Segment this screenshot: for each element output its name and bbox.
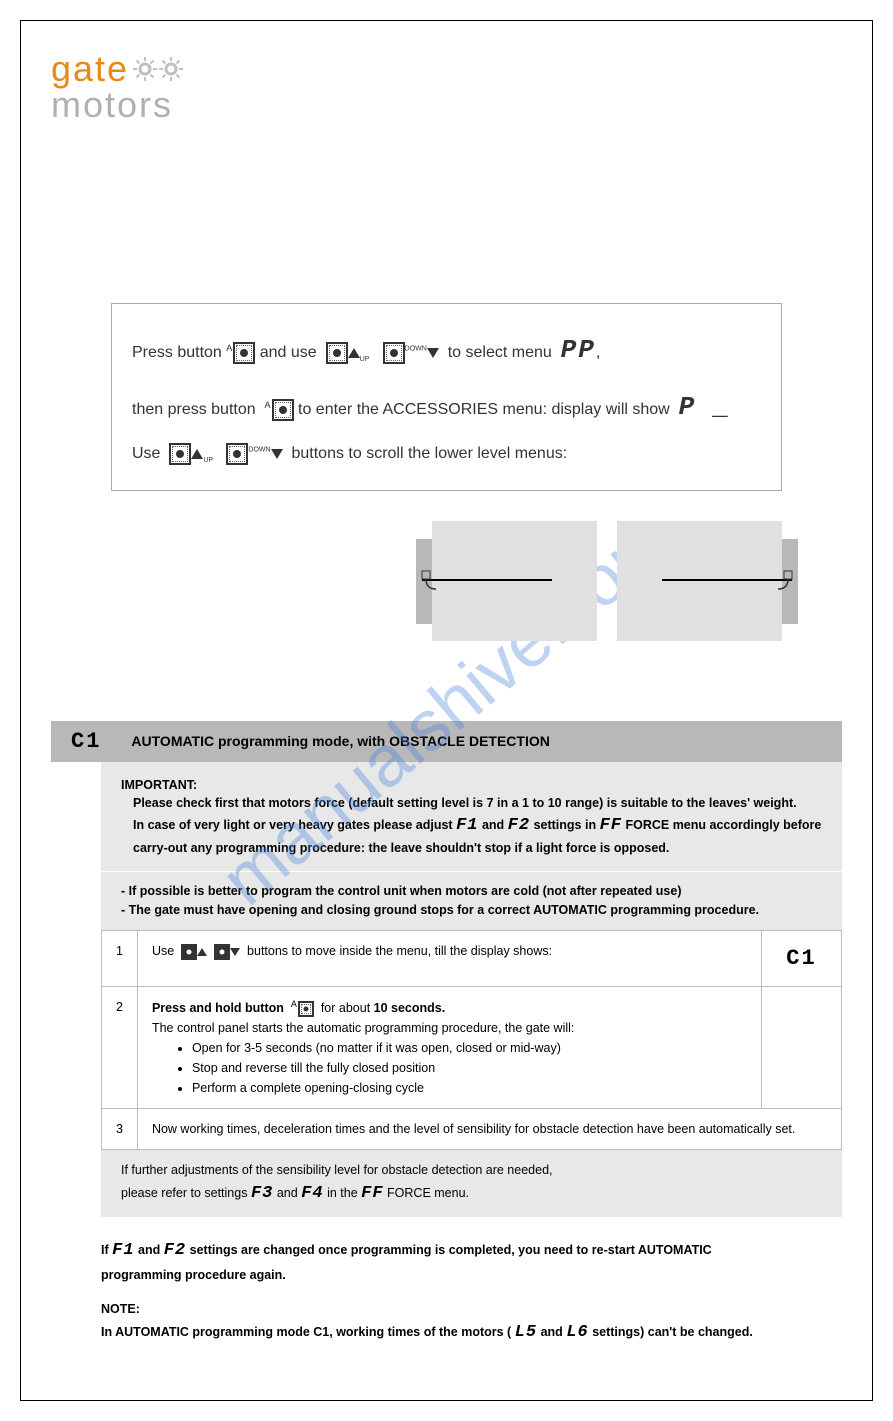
gate-left-panel: [432, 521, 597, 641]
important-box: IMPORTANT: Please check first that motor…: [101, 762, 842, 872]
gate-motor-icon: [768, 569, 794, 595]
arrow-up-icon: [348, 348, 360, 358]
step-text: Use buttons to move inside the menu, til…: [137, 930, 761, 986]
steps-table: 1 Use buttons to move inside the menu, t…: [101, 930, 842, 1150]
display-value: C1: [762, 930, 842, 986]
arrow-up-icon: [191, 449, 203, 459]
button-down-icon: [226, 443, 248, 465]
tips-box: - If possible is better to program the c…: [101, 871, 842, 930]
step-number: 3: [102, 1109, 138, 1150]
list-item: Open for 3-5 seconds (no matter if it wa…: [192, 1038, 747, 1058]
step-number: 1: [102, 930, 138, 986]
table-row: 1 Use buttons to move inside the menu, t…: [102, 930, 842, 986]
section-code: C1: [71, 729, 101, 754]
footer-note-1: If F1 and F2 settings are changed once p…: [101, 1237, 782, 1284]
button-a-icon: [233, 342, 255, 364]
important-text: Please check first that motors force (de…: [121, 794, 822, 857]
label-a: A: [226, 343, 232, 353]
button-down-icon: [383, 342, 405, 364]
table-row: 2 Press and hold button A for about 10 s…: [102, 987, 842, 1109]
code-ff: FF: [600, 816, 622, 835]
tip-2: - The gate must have opening and closing…: [121, 901, 822, 920]
intro-line1: Press button A and use UP DOWN to select…: [132, 322, 761, 379]
label-a: A: [265, 400, 271, 410]
button-up-icon: [169, 443, 191, 465]
code-f2: F2: [508, 816, 530, 835]
code-l6: L6: [566, 1323, 588, 1342]
table-row: 3 Now working times, deceleration times …: [102, 1109, 842, 1150]
section-header: C1 AUTOMATIC programming mode, with OBST…: [51, 721, 842, 762]
button-down-icon: [214, 944, 230, 960]
gate-diagram: [111, 521, 782, 641]
button-up-icon: [326, 342, 348, 364]
adjust-box: If further adjustments of the sensibilit…: [101, 1150, 842, 1217]
logo-text-gate: gate: [51, 51, 129, 87]
step-number: 2: [102, 987, 138, 1109]
footer-note-2: NOTE: In AUTOMATIC programming mode C1, …: [101, 1299, 782, 1346]
code-l5: L5: [515, 1323, 537, 1342]
arrow-down-icon: [271, 449, 283, 459]
code-f1: F1: [112, 1241, 134, 1260]
step-text: Press and hold button A for about 10 sec…: [137, 987, 761, 1109]
list-item: Stop and reverse till the fully closed p…: [192, 1058, 747, 1078]
intro-line3: Use UP DOWN buttons to scroll the lower …: [132, 436, 761, 471]
footer-notes: If F1 and F2 settings are changed once p…: [101, 1237, 842, 1345]
arrow-down-icon: [427, 348, 439, 358]
logo-row1: gate: [51, 51, 842, 87]
document-page: manualshive.com gate motors Press button…: [20, 20, 873, 1401]
step-bullets: Open for 3-5 seconds (no matter if it wa…: [192, 1038, 747, 1098]
arrow-up-icon: [197, 948, 207, 956]
gear-icon: [133, 57, 157, 81]
logo: gate motors: [51, 51, 842, 123]
code-f4: F4: [301, 1184, 323, 1203]
button-a-icon: [298, 1001, 314, 1017]
button-a-icon: [272, 399, 294, 421]
arrow-down-icon: [230, 948, 240, 956]
code-ff: FF: [361, 1184, 383, 1203]
list-item: Perform a complete opening-closing cycle: [192, 1078, 747, 1098]
display-pp: PP: [561, 335, 596, 365]
code-f3: F3: [251, 1184, 273, 1203]
button-up-icon: [181, 944, 197, 960]
logo-text-motors: motors: [51, 87, 842, 123]
code-f2: F2: [164, 1241, 186, 1260]
gate-motor-icon: [420, 569, 446, 595]
display-value: [762, 987, 842, 1109]
label-a: A: [291, 999, 297, 1009]
intro-line2: then press button A to enter the ACCESSO…: [132, 379, 761, 436]
logo-gears: [133, 57, 183, 81]
important-heading: IMPORTANT:: [121, 776, 822, 795]
code-f1: F1: [456, 816, 478, 835]
display-p: P _: [679, 392, 732, 422]
section-title: AUTOMATIC programming mode, with OBSTACL…: [131, 733, 549, 749]
step-text: Now working times, deceleration times an…: [137, 1109, 841, 1150]
gear-icon: [159, 57, 183, 81]
tip-1: - If possible is better to program the c…: [121, 882, 822, 901]
intro-box: Press button A and use UP DOWN to select…: [111, 303, 782, 491]
gate-right-panel: [617, 521, 782, 641]
